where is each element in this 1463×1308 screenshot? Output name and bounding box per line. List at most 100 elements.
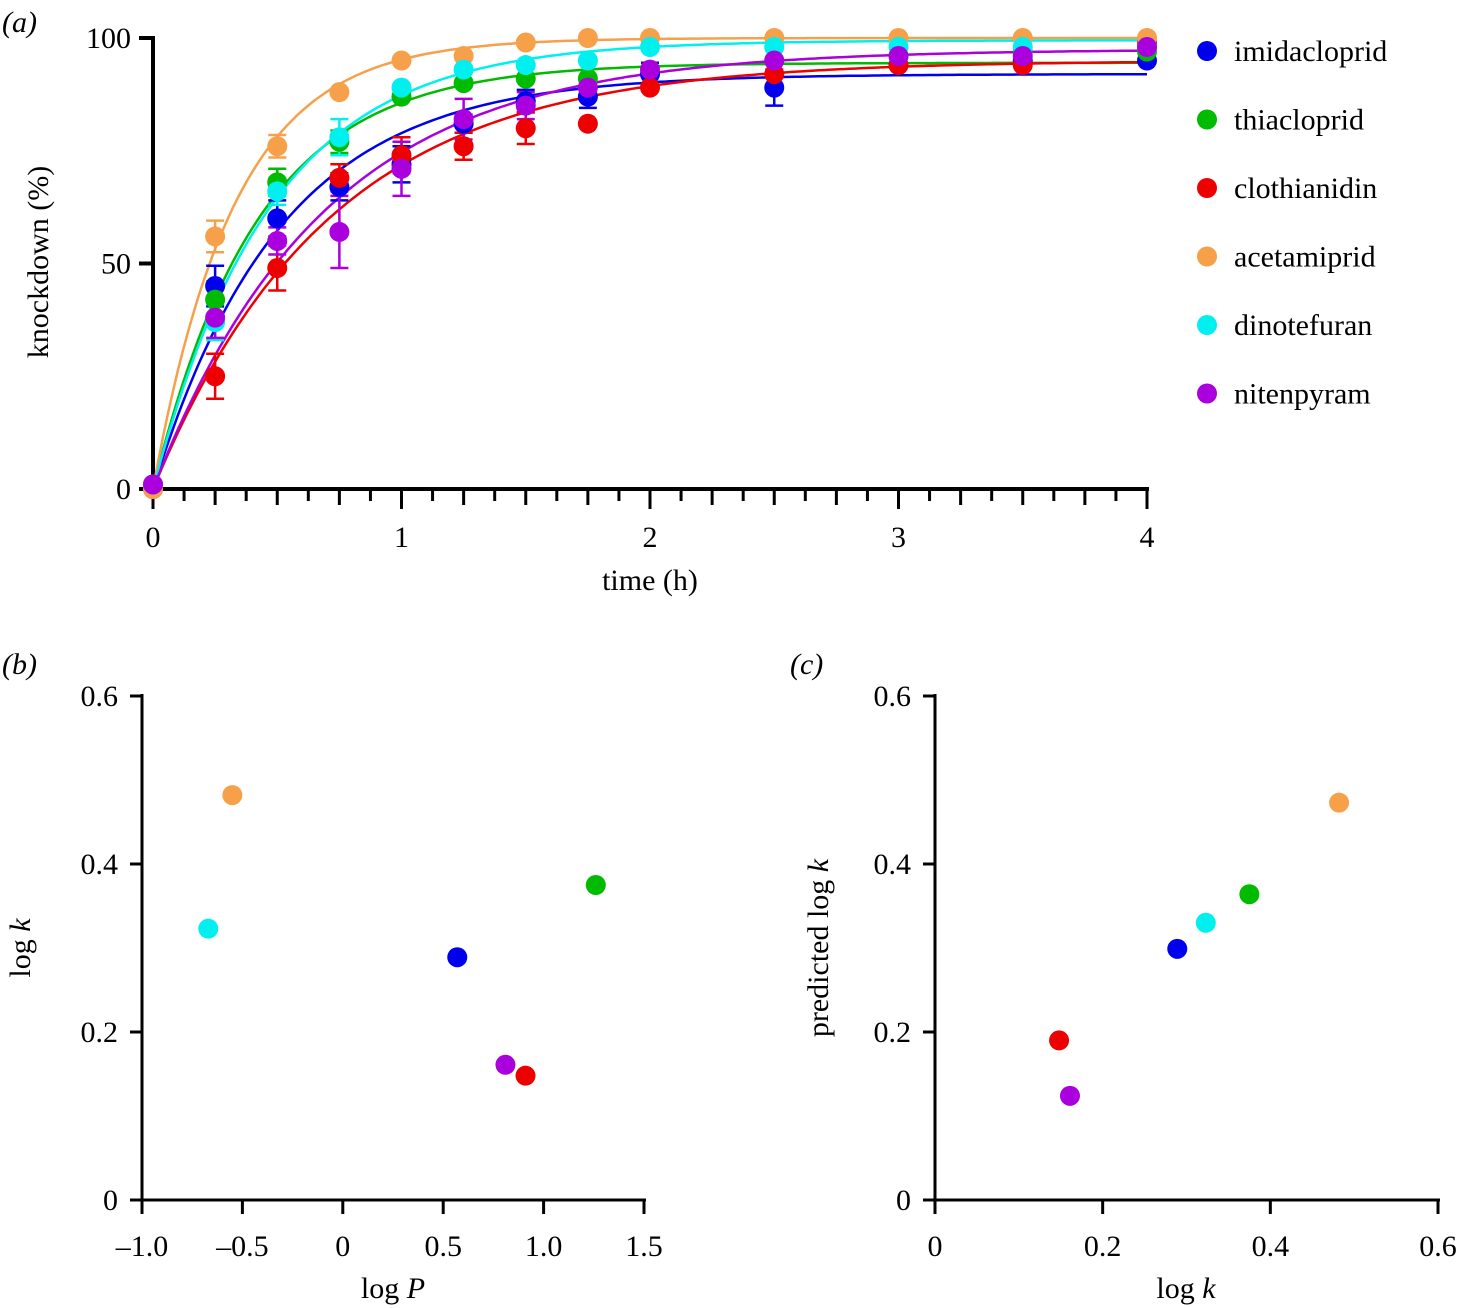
- legend-marker-thiacloprid: [1197, 109, 1217, 130]
- legend-marker-clothianidin: [1197, 178, 1217, 198]
- data-point-dinotefuran: [267, 181, 288, 202]
- data-point-dinotefuran: [453, 59, 474, 80]
- data-point-nitenpyram: [640, 59, 660, 80]
- x-tick-label: 0: [335, 1230, 350, 1263]
- y-tick-label: 0.6: [81, 680, 119, 713]
- x-tick-label: 3: [891, 521, 906, 554]
- data-point-nitenpyram: [495, 1054, 516, 1075]
- fit-line-clothianidin: [151, 60, 1147, 490]
- data-point-imidacloprid: [447, 947, 468, 968]
- data-point-dinotefuran: [329, 127, 350, 148]
- x-tick-label: 0.6: [1419, 1230, 1457, 1263]
- data-point-nitenpyram: [391, 158, 412, 179]
- data-point-nitenpyram: [1059, 1085, 1080, 1106]
- data-point-clothianidin: [640, 77, 660, 98]
- fit-line-imidacloprid: [151, 73, 1147, 490]
- data-point-nitenpyram: [1137, 37, 1157, 58]
- data-point-acetamiprid: [329, 82, 350, 103]
- y-tick-label: 0.6: [874, 680, 912, 713]
- data-point-acetamiprid: [577, 28, 598, 48]
- panel-a-plot-area: 0 50 100 0 1 2 3 4: [86, 22, 1157, 554]
- panel-b-y-axis-label: log k: [4, 918, 37, 978]
- x-tick-label: 0.4: [1252, 1230, 1290, 1263]
- data-point-nitenpyram: [888, 46, 909, 67]
- legend-label-imidacloprid: imidacloprid: [1234, 35, 1387, 68]
- y-tick-label: 0: [103, 1184, 118, 1217]
- y-tick-label: 100: [86, 22, 131, 55]
- data-point-nitenpyram: [329, 221, 350, 242]
- panel-c-y-axis-label: predicted log k: [802, 858, 835, 1037]
- data-point-thiacloprid: [1239, 884, 1260, 905]
- y-tick-label: 0: [116, 473, 131, 506]
- y-tick-label: 0.4: [81, 848, 119, 881]
- data-point-clothianidin: [205, 366, 226, 387]
- panel-c-label: (c): [790, 648, 823, 681]
- data-point-nitenpyram: [764, 50, 785, 71]
- panel-c-plot-area: 0 0.2 0.4 0.6 0 0.2 0.4 0.6: [874, 680, 1457, 1263]
- data-point-clothianidin: [515, 1065, 536, 1086]
- x-tick-label: 1.0: [525, 1230, 563, 1263]
- data-point-dinotefuran: [1195, 912, 1216, 933]
- legend-marker-imidacloprid: [1197, 41, 1217, 61]
- panel-a-y-axis-label: knockdown (%): [22, 166, 55, 358]
- data-point-dinotefuran: [577, 50, 598, 71]
- x-tick-label: 2: [643, 521, 658, 554]
- data-point-nitenpyram: [577, 77, 598, 98]
- data-point-acetamiprid: [205, 226, 226, 247]
- legend-marker-dinotefuran: [1197, 315, 1217, 335]
- data-point-clothianidin: [453, 136, 474, 157]
- data-point-nitenpyram: [515, 95, 536, 116]
- y-tick-label: 0.2: [81, 1016, 119, 1049]
- data-point-dinotefuran: [515, 55, 536, 76]
- data-point-acetamiprid: [267, 136, 288, 157]
- axis-label-word: log: [4, 939, 37, 977]
- data-point-dinotefuran: [640, 37, 660, 58]
- fit-line-dinotefuran: [151, 39, 1147, 490]
- x-tick-label: –1.0: [115, 1230, 169, 1263]
- axis-label-word: k: [1195, 1272, 1217, 1305]
- legend-label-dinotefuran: dinotefuran: [1234, 309, 1372, 342]
- y-tick-label: 50: [101, 248, 131, 281]
- x-tick-label: 0.2: [1084, 1230, 1122, 1263]
- panel-a-x-axis-label: time (h): [602, 564, 698, 597]
- data-point-clothianidin: [577, 113, 598, 134]
- data-point-nitenpyram: [205, 307, 226, 328]
- x-tick-label: 4: [1140, 521, 1155, 554]
- panel-a-knockdown-chart: (a) 0 50 100 0 1 2 3 4 time (h) knockdown (%) i…: [2, 6, 1387, 597]
- data-point-nitenpyram: [1012, 46, 1033, 67]
- data-point-imidacloprid: [1167, 938, 1188, 959]
- data-point-dinotefuran: [391, 77, 412, 98]
- y-tick-label: 0: [896, 1184, 911, 1217]
- data-point-nitenpyram: [453, 109, 474, 130]
- legend-marker-acetamiprid: [1197, 246, 1217, 267]
- data-point-dinotefuran: [198, 918, 219, 939]
- x-tick-label: 0: [146, 521, 161, 554]
- panel-a-label: (a): [2, 6, 37, 39]
- axis-label-word: log: [802, 880, 835, 926]
- data-point-clothianidin: [515, 118, 536, 139]
- data-point-nitenpyram: [267, 230, 288, 251]
- legend: imidacloprid thiacloprid clothianidin aceta…: [1197, 35, 1387, 411]
- data-point-acetamiprid: [1329, 792, 1350, 813]
- y-tick-label: 0.4: [874, 848, 912, 881]
- fit-line-thiacloprid: [151, 61, 1147, 490]
- x-tick-label: 0: [928, 1230, 943, 1263]
- panel-b-x-axis-label: log P: [361, 1272, 425, 1305]
- x-tick-label: –0.5: [215, 1230, 269, 1263]
- data-point-acetamiprid: [391, 50, 412, 71]
- data-point-imidacloprid: [267, 208, 288, 229]
- axis-label-word: k: [4, 918, 37, 940]
- legend-marker-nitenpyram: [1197, 383, 1217, 404]
- axis-label-word: log: [1156, 1272, 1194, 1305]
- axis-label-word: P: [399, 1272, 425, 1305]
- data-point-thiacloprid: [205, 289, 226, 310]
- x-tick-label: 1: [394, 521, 409, 554]
- panel-b-label: (b): [2, 648, 37, 681]
- axis-label-word: predicted: [802, 926, 835, 1038]
- legend-label-acetamiprid: acetamiprid: [1234, 241, 1376, 274]
- panel-c-x-axis-label: log k: [1156, 1272, 1216, 1305]
- data-point-thiacloprid: [585, 875, 606, 895]
- x-tick-label: 0.5: [424, 1230, 462, 1263]
- data-point-nitenpyram: [143, 474, 163, 495]
